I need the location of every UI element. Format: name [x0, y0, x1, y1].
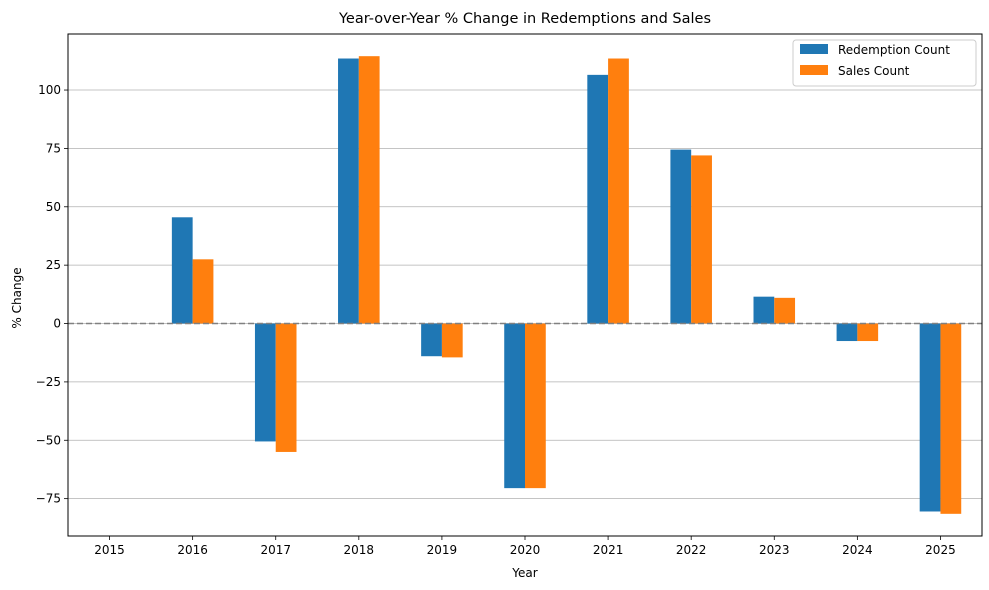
y-tick-label: −50 — [36, 433, 61, 447]
bar-redemption-2017 — [254, 323, 276, 442]
bar-sales-2022 — [691, 155, 712, 324]
bar-sales-2019 — [441, 323, 463, 358]
legend-swatch — [800, 44, 828, 54]
y-axis-label: % Change — [10, 267, 24, 328]
x-tick-label: 2016 — [177, 543, 208, 557]
x-tick-label: 2021 — [593, 543, 624, 557]
bar-redemption-2016 — [171, 217, 193, 324]
y-tick-label: 75 — [46, 141, 61, 155]
bar-sales-2024 — [857, 323, 879, 342]
y-tick-label: 0 — [53, 317, 61, 331]
bar-sales-2020 — [525, 323, 546, 489]
bar-redemption-2022 — [670, 149, 692, 324]
bar-redemption-2024 — [836, 323, 858, 342]
legend-label: Sales Count — [838, 64, 910, 78]
x-tick-label: 2018 — [344, 543, 375, 557]
y-tick-label: 100 — [38, 83, 61, 97]
bar-redemption-2023 — [753, 296, 775, 324]
bar-sales-2018 — [358, 56, 380, 324]
bar-sales-2017 — [275, 323, 297, 452]
bar-redemption-2025 — [919, 323, 941, 512]
x-axis-label: Year — [511, 566, 537, 580]
bar-sales-2016 — [192, 259, 214, 324]
x-tick-label: 2015 — [94, 543, 125, 557]
y-tick-label: −75 — [36, 492, 61, 506]
bar-sales-2025 — [940, 323, 962, 514]
legend-label: Redemption Count — [838, 43, 950, 57]
y-tick-label: 25 — [46, 258, 61, 272]
x-tick-label: 2017 — [260, 543, 291, 557]
x-tick-label: 2019 — [427, 543, 458, 557]
legend-swatch — [800, 65, 828, 75]
legend-box — [792, 39, 977, 87]
x-tick-label: 2022 — [676, 543, 707, 557]
x-axis-ticks: 2015 2016 2017 2018 2019 2020 2021 2022 2023 2024… — [94, 536, 956, 557]
y-axis-ticks: −75 −50 −25 0 25 50 75 100 — [36, 83, 68, 506]
x-tick-label: 2025 — [925, 543, 956, 557]
bar-redemption-2019 — [421, 323, 442, 357]
chart-title: Year-over-Year % Change in Redemptions a… — [338, 11, 711, 27]
y-tick-label: −25 — [36, 375, 61, 389]
y-tick-label: 50 — [46, 200, 61, 214]
bar-redemption-2021 — [587, 74, 609, 324]
bar-sales-2021 — [608, 58, 629, 324]
bar-redemption-2020 — [504, 323, 525, 489]
legend: Redemption Count Sales Count — [792, 39, 977, 87]
bar-sales-2023 — [774, 297, 796, 324]
bars — [171, 56, 962, 514]
x-tick-label: 2023 — [759, 543, 790, 557]
bar-redemption-2018 — [338, 58, 359, 324]
x-tick-label: 2024 — [842, 543, 873, 557]
x-tick-label: 2020 — [510, 543, 541, 557]
